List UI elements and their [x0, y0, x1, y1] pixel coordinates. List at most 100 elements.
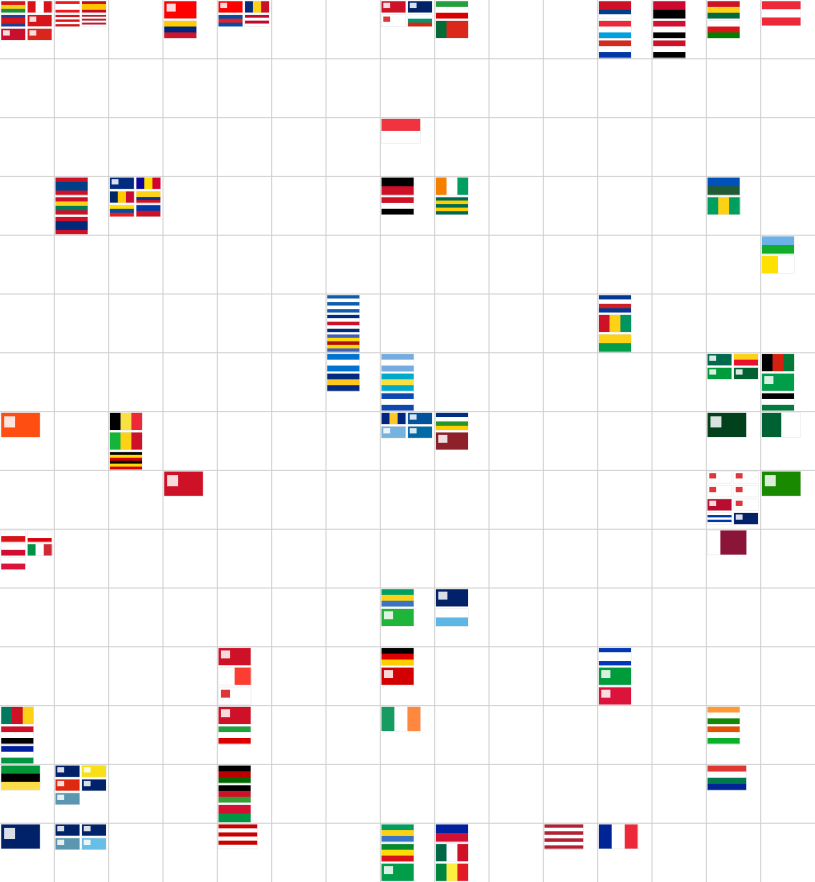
flag-es [81, 0, 107, 14]
flag-au [55, 765, 81, 778]
flag-vn [27, 28, 53, 41]
flag-mx [435, 843, 469, 862]
flag-il [598, 647, 632, 666]
flag-nz [81, 778, 107, 792]
flag-lk [435, 431, 469, 451]
flag-kr [733, 498, 759, 511]
flag-de [381, 647, 415, 666]
flag-ky [0, 823, 41, 850]
flag-fj [81, 837, 107, 850]
flag-tz [381, 608, 415, 627]
flag-ao [652, 0, 686, 19]
flag-cz [0, 529, 26, 543]
flag-pt [435, 20, 469, 39]
flag-ga [381, 588, 415, 607]
flag-kh [0, 14, 26, 27]
flag-us-stripes [81, 14, 107, 27]
flag-gb [407, 0, 433, 14]
flag-ge [381, 14, 407, 27]
flag-ir [435, 0, 469, 19]
flag-se [407, 426, 433, 439]
flag-as [109, 177, 135, 190]
flag-bb [381, 412, 407, 425]
flag-bt [0, 412, 41, 438]
flag-tw [163, 0, 197, 19]
flag-tt [218, 706, 252, 725]
flag-gl [0, 543, 26, 557]
flag-sg [381, 118, 421, 144]
flag-kn [381, 863, 415, 882]
flag-bj [733, 353, 759, 366]
flag-vc [707, 196, 741, 215]
flag-au [55, 823, 81, 837]
flag-gy [761, 373, 795, 392]
flag-sv [381, 392, 415, 412]
flag-in [707, 706, 741, 725]
flag-ro [244, 0, 270, 14]
flag-ms [435, 588, 469, 607]
flag-jo [761, 392, 795, 412]
flag-ck [81, 823, 107, 837]
flag-eg [0, 725, 34, 745]
flag-sy [652, 40, 686, 59]
flag-be [109, 412, 143, 431]
flag-mg [218, 667, 252, 686]
flag-cv [598, 294, 632, 313]
flag-bi [218, 647, 252, 666]
flag-gi [27, 529, 53, 543]
flag-za [707, 765, 747, 791]
flag-sd [652, 20, 686, 39]
flag-ye [381, 196, 415, 215]
flag-ec [109, 204, 135, 217]
flag-ca [27, 0, 53, 14]
flag-sm [435, 608, 469, 627]
flag-tw [218, 0, 244, 14]
flag-hk [55, 778, 81, 792]
flag-jp [733, 484, 759, 498]
flag-fr [598, 823, 639, 850]
flag-cy [707, 471, 733, 484]
flag-ki [598, 0, 632, 19]
flag-cr [326, 314, 360, 333]
flag-mr [733, 367, 759, 380]
flag-bg [407, 14, 433, 27]
flag-ht [435, 823, 469, 843]
flag-jm [598, 667, 632, 686]
flag-at [761, 0, 802, 26]
flag-eu-mix-1 [0, 0, 26, 14]
flag-lu [598, 20, 632, 39]
flag-is [407, 412, 433, 425]
flag-mk [381, 667, 415, 686]
flag-ag [163, 471, 204, 497]
flag-nr [326, 373, 360, 392]
flag-gh [707, 0, 741, 19]
flag-ga [381, 823, 415, 843]
flag-ar [381, 353, 415, 372]
flag-om [707, 20, 741, 39]
flag-it [27, 543, 53, 556]
flag-ir [218, 725, 252, 745]
flag-lb [55, 0, 81, 14]
flag-ml [109, 431, 143, 451]
flag-my [218, 823, 258, 850]
flag-pk [707, 412, 747, 438]
flag-ie [381, 706, 421, 732]
flag-mw [218, 784, 252, 803]
flag-bs [381, 373, 415, 392]
flag-fo [733, 471, 759, 484]
flag-to [0, 28, 26, 41]
flag-sz [326, 334, 360, 353]
flag-py [598, 40, 632, 59]
flag-cm [0, 706, 34, 725]
flag-ph [135, 204, 161, 217]
flag-sn [435, 863, 469, 882]
flag-gw [598, 334, 632, 353]
flag-gu [55, 216, 89, 235]
flag-ls [0, 745, 34, 764]
flag-uy [707, 512, 733, 525]
flag-us [544, 823, 584, 850]
flag-tg [435, 196, 469, 215]
flag-ci [435, 177, 469, 196]
flag-va [761, 255, 795, 274]
